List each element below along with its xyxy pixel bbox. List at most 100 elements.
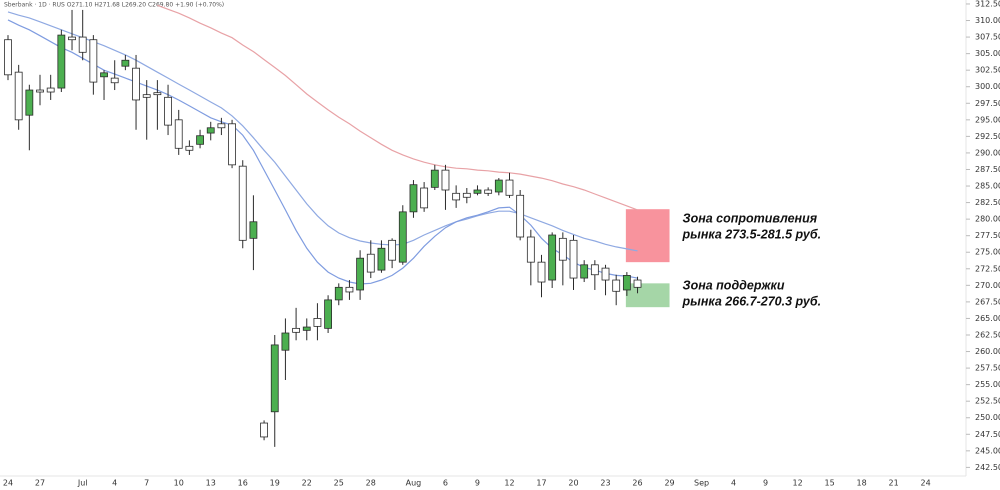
moving-average xyxy=(7,19,638,285)
x-tick-label: 13 xyxy=(206,479,216,488)
x-tick-label: Jul xyxy=(77,479,88,488)
y-tick-label: 302.50 xyxy=(975,66,1000,75)
candle-body xyxy=(505,179,514,196)
candle-body xyxy=(537,261,546,283)
y-tick-label: 310.00 xyxy=(975,16,1000,25)
x-tick-label: 9 xyxy=(763,479,768,488)
candle-body xyxy=(100,72,108,78)
candle-body xyxy=(270,344,279,413)
candle-body xyxy=(4,39,12,76)
candle-body xyxy=(121,59,130,67)
candle-body xyxy=(548,234,557,281)
x-tick-label: 26 xyxy=(632,479,642,488)
y-tick-label: 292.50 xyxy=(975,132,1000,141)
x-tick-label: 12 xyxy=(504,479,514,488)
y-tick-label: 265.00 xyxy=(975,314,1000,323)
y-tick-label: 282.50 xyxy=(975,198,1000,207)
candle-body xyxy=(462,192,471,198)
candle-body xyxy=(430,169,439,188)
x-tick-label: 22 xyxy=(302,479,312,488)
candle-body xyxy=(473,189,482,194)
zone-label: Зона сопротивления xyxy=(683,211,818,225)
x-tick-label: 27 xyxy=(35,479,45,488)
candle-body xyxy=(313,318,322,327)
candle-body xyxy=(558,237,567,261)
candle-body xyxy=(292,327,300,333)
x-tick-label: 4 xyxy=(112,479,117,488)
y-tick-label: 257.50 xyxy=(975,364,1000,373)
candle-body xyxy=(377,247,386,271)
y-tick-label: 267.50 xyxy=(975,297,1000,306)
x-tick-label: 4 xyxy=(731,479,736,488)
y-tick-label: 300.00 xyxy=(975,82,1000,91)
candle-body xyxy=(78,36,87,53)
candle-body xyxy=(153,92,162,96)
y-tick-label: 307.50 xyxy=(975,33,1000,42)
x-tick-label: 25 xyxy=(334,479,344,488)
x-tick-label: 7 xyxy=(144,479,149,488)
candle-body xyxy=(516,194,525,238)
candle-body xyxy=(601,267,610,281)
candle-body xyxy=(110,77,119,84)
x-tick-label: 12 xyxy=(792,479,802,488)
x-tick-label: 29 xyxy=(664,479,674,488)
candle-body xyxy=(238,165,247,241)
y-tick-label: 270.00 xyxy=(975,281,1000,290)
x-tick-label: 9 xyxy=(475,479,480,488)
candle-body xyxy=(228,123,236,166)
candle-body xyxy=(281,332,290,351)
candle-body xyxy=(366,253,375,273)
y-tick-label: 247.50 xyxy=(975,430,1000,439)
x-tick-label: 16 xyxy=(238,479,248,488)
y-tick-label: 287.50 xyxy=(975,165,1000,174)
y-tick-label: 285.00 xyxy=(975,182,1000,191)
candle-body xyxy=(89,39,98,83)
zone-label: Зона поддержки xyxy=(683,279,785,293)
y-tick-label: 280.00 xyxy=(975,215,1000,224)
candle-body xyxy=(526,236,535,263)
candle-body xyxy=(420,187,429,209)
y-tick-label: 245.00 xyxy=(975,446,1000,455)
candle-body xyxy=(409,184,418,213)
y-tick-label: 242.50 xyxy=(975,463,1000,472)
candle-body xyxy=(68,36,76,41)
candle-body xyxy=(185,145,194,151)
candle-body xyxy=(388,239,397,261)
candle-body xyxy=(484,189,493,194)
price-zone xyxy=(625,283,670,308)
x-tick-label: Aug xyxy=(406,479,422,488)
x-tick-label: 10 xyxy=(174,479,184,488)
candle-body xyxy=(260,422,268,438)
candle-body xyxy=(324,299,333,329)
y-tick-label: 290.00 xyxy=(975,148,1000,157)
y-tick-label: 312.50 xyxy=(975,0,1000,8)
x-tick-label: 19 xyxy=(270,479,280,488)
candle-body xyxy=(249,221,258,239)
y-tick-label: 252.50 xyxy=(975,397,1000,406)
candle-body xyxy=(569,239,578,279)
candle-body xyxy=(302,326,311,331)
candle-body xyxy=(398,211,407,263)
price-zone xyxy=(625,209,670,263)
x-tick-label: 20 xyxy=(568,479,578,488)
y-tick-label: 262.50 xyxy=(975,330,1000,339)
moving-average xyxy=(157,4,638,211)
y-tick-label: 255.00 xyxy=(975,380,1000,389)
zone-label: рынка 266.7-270.3 руб. xyxy=(682,295,822,309)
y-tick-label: 277.50 xyxy=(975,231,1000,240)
candle-body xyxy=(494,179,503,193)
x-tick-label: 17 xyxy=(536,479,546,488)
zone-label: рынка 273.5-281.5 руб. xyxy=(682,227,822,241)
candle-body xyxy=(57,34,66,89)
x-tick-label: 15 xyxy=(824,479,834,488)
y-tick-label: 250.00 xyxy=(975,413,1000,422)
candle-body xyxy=(174,119,183,149)
candle-body xyxy=(612,279,621,292)
candle-body xyxy=(25,89,34,116)
x-tick-label: 24 xyxy=(3,479,13,488)
chart-header: Sberbank · 1D · RUS O271.10 H271.68 L269… xyxy=(4,2,224,9)
moving-average xyxy=(7,11,638,252)
candle-body xyxy=(441,169,450,191)
